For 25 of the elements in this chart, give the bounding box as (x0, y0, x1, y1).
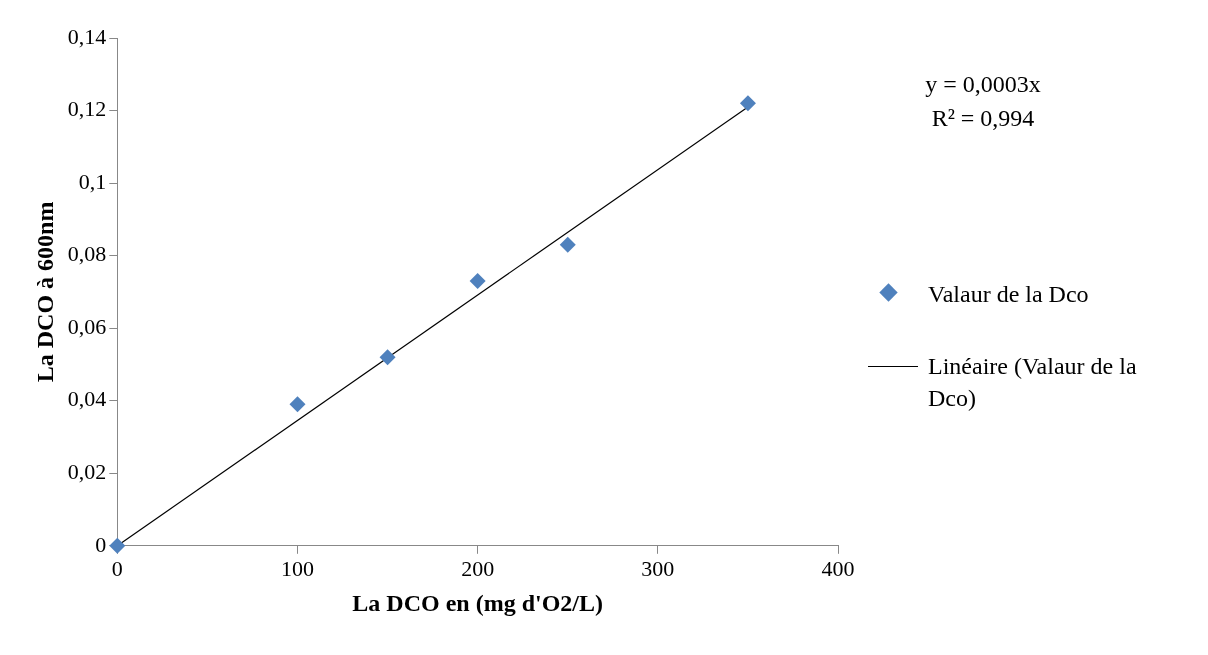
point (109, 537, 126, 554)
point (379, 349, 396, 366)
x-axis-title: La DCO en (mg d'O2/L) (352, 589, 603, 616)
x-tick-label: 400 (821, 555, 855, 581)
y-tick-label: 0,08 (67, 241, 107, 267)
x-tick-label: 0 (111, 555, 123, 581)
y-tick-label: 0,04 (67, 386, 107, 412)
point (559, 236, 576, 253)
x-tick-label: 300 (641, 555, 675, 581)
y-tick-label: 0,12 (67, 96, 107, 122)
y-tick-label: 0,06 (67, 313, 107, 339)
point (469, 273, 486, 290)
y-tick-label: 0,02 (67, 459, 107, 485)
y-tick-label: 0,1 (78, 168, 107, 194)
text: y = 0,0003x (925, 71, 1041, 98)
y-tick-label: 0 (95, 531, 107, 557)
legend-label: Valaur de la Dco (928, 280, 1090, 309)
y-axis-title: La DCO à 600nm (31, 201, 58, 383)
point (739, 95, 756, 112)
x-tick-label: 100 (280, 555, 314, 581)
text: R² = 0,994 (931, 105, 1035, 132)
y-tick-label: 0,14 (67, 23, 107, 49)
point (289, 396, 306, 413)
x-tick-label: 200 (461, 555, 495, 581)
legend-label: Linéaire (Valaur de la Dco) (928, 352, 1138, 413)
